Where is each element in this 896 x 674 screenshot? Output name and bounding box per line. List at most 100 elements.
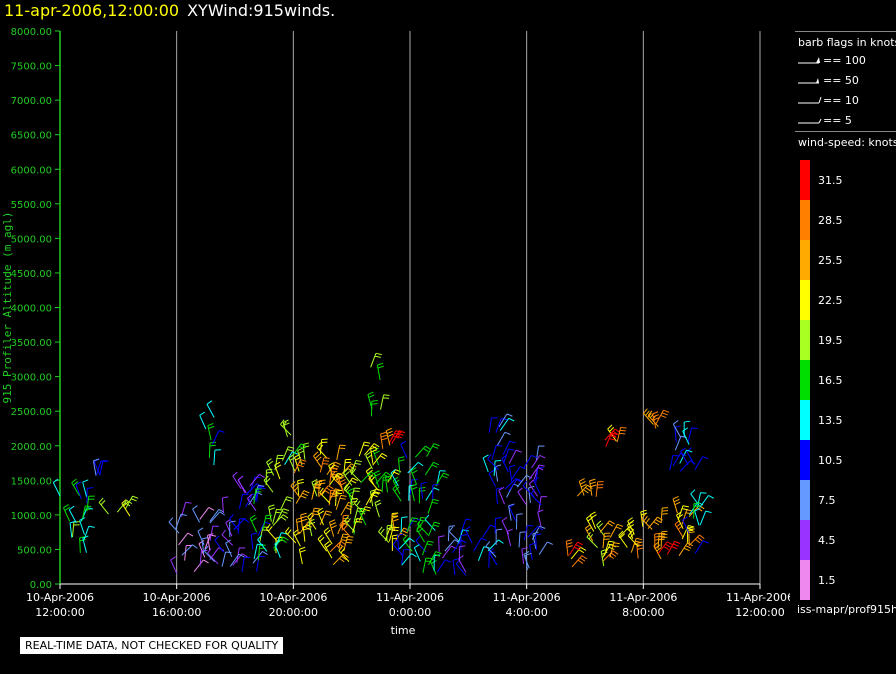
x-axis-title: time [391, 624, 416, 637]
wind-barb [410, 483, 418, 502]
wind-barb [678, 542, 693, 556]
barb-legend-item: == 50 [797, 74, 859, 87]
wind-barb [414, 445, 431, 458]
barb-legend-label: == 100 [823, 54, 866, 67]
wind-barb [428, 551, 442, 566]
wind-barb [458, 545, 466, 562]
colorbar-swatch [800, 520, 810, 560]
wind-barb [249, 514, 258, 533]
wind-barb [71, 478, 80, 496]
wind-barb [265, 523, 277, 541]
wind-barb [651, 411, 660, 429]
wind-barb [237, 518, 246, 534]
wind-barb [627, 517, 635, 535]
wind-barb [318, 479, 326, 496]
wind-barb [207, 422, 215, 441]
wind-barb [221, 529, 234, 546]
colorbar-swatch [800, 440, 810, 480]
barb-legend-label: == 5 [823, 114, 852, 127]
y-tick-label: 2000.00 [11, 442, 52, 453]
wind-barb [308, 518, 316, 537]
wind-barb [274, 454, 284, 471]
wind-barb [232, 471, 242, 489]
wind-barb [350, 487, 361, 503]
wind-barb [293, 529, 301, 547]
wind-barb [609, 523, 624, 538]
wind-barb [298, 546, 306, 565]
wind-barb [473, 537, 487, 552]
x-tick-time: 20:00:00 [269, 606, 318, 619]
wind-barb [229, 553, 245, 567]
wind-barb [589, 511, 597, 530]
barb-legend-item: == 10 [797, 94, 859, 107]
wind-barb [250, 532, 258, 550]
wind-barb [257, 535, 268, 552]
wind-barb [426, 443, 440, 457]
wind-barb [98, 497, 109, 515]
barb-legend-label: == 50 [823, 74, 859, 87]
wind-barb [537, 509, 544, 527]
wind-barb [452, 539, 467, 553]
wind-barb [672, 495, 681, 514]
x-tick-time: 12:00:00 [735, 606, 784, 619]
wind-barb [495, 487, 503, 505]
wind-barb [655, 409, 670, 424]
wind-barb [400, 440, 408, 459]
wind-barb [181, 544, 198, 556]
wind-barb [487, 453, 499, 470]
wind-barb [262, 514, 273, 531]
colorbar-swatch [800, 560, 810, 600]
wind-barb [694, 508, 701, 526]
wind-barb [436, 470, 446, 486]
wind-barb [438, 535, 445, 552]
x-tick-date: 10-Apr-2006 [259, 591, 327, 604]
wind-barb [229, 520, 236, 538]
colorbar-label: 16.5 [818, 374, 843, 387]
y-axis-title: 915 Profiler Altitude (m agl) [1, 211, 14, 403]
wind-barb [407, 461, 424, 474]
wind-barb [285, 527, 297, 544]
source-label: iss-mapr/prof915h [797, 603, 896, 616]
wind-barb [254, 487, 266, 502]
wind-barb [364, 443, 380, 456]
wind-barb [531, 454, 546, 469]
wind-barb [252, 551, 268, 564]
y-tick-label: 7000.00 [11, 96, 52, 107]
wind-barb [275, 532, 288, 547]
colorbar-label: 4.5 [818, 534, 836, 547]
wind-barb [328, 488, 342, 503]
wind-barb [199, 411, 207, 430]
wind-barb [568, 541, 584, 556]
wind-barb [323, 527, 333, 545]
wind-barb [527, 526, 543, 538]
wind-barb [263, 475, 274, 493]
colorbar-swatch [800, 400, 810, 440]
wind-barb [674, 520, 684, 538]
wind-barb [293, 459, 307, 474]
wind-barb [291, 443, 307, 457]
wind-barb [488, 469, 497, 488]
wind-barb [571, 555, 588, 568]
wind-barb [690, 489, 700, 507]
wind-barb [386, 524, 394, 541]
wind-barb [599, 520, 615, 533]
wind-barb [390, 468, 399, 487]
wind-barb [75, 481, 82, 499]
wind-barb [197, 527, 205, 546]
wind-barb [427, 499, 439, 514]
y-tick-label: 4000.00 [11, 304, 52, 315]
wind-barb [528, 479, 539, 497]
wind-barb [669, 454, 679, 471]
wind-barb [406, 517, 418, 533]
wind-barb [616, 426, 627, 443]
barb-sample-icon [798, 118, 822, 124]
wind-barb [418, 486, 426, 504]
wind-barb [392, 476, 401, 495]
x-tick-time: 12:00:00 [35, 606, 84, 619]
wind-barb [402, 534, 413, 552]
wind-barb [329, 540, 346, 553]
wind-barb [504, 478, 522, 490]
wind-barb [92, 458, 100, 476]
x-tick-time: 0:00:00 [389, 606, 431, 619]
wind-barb [83, 525, 95, 541]
